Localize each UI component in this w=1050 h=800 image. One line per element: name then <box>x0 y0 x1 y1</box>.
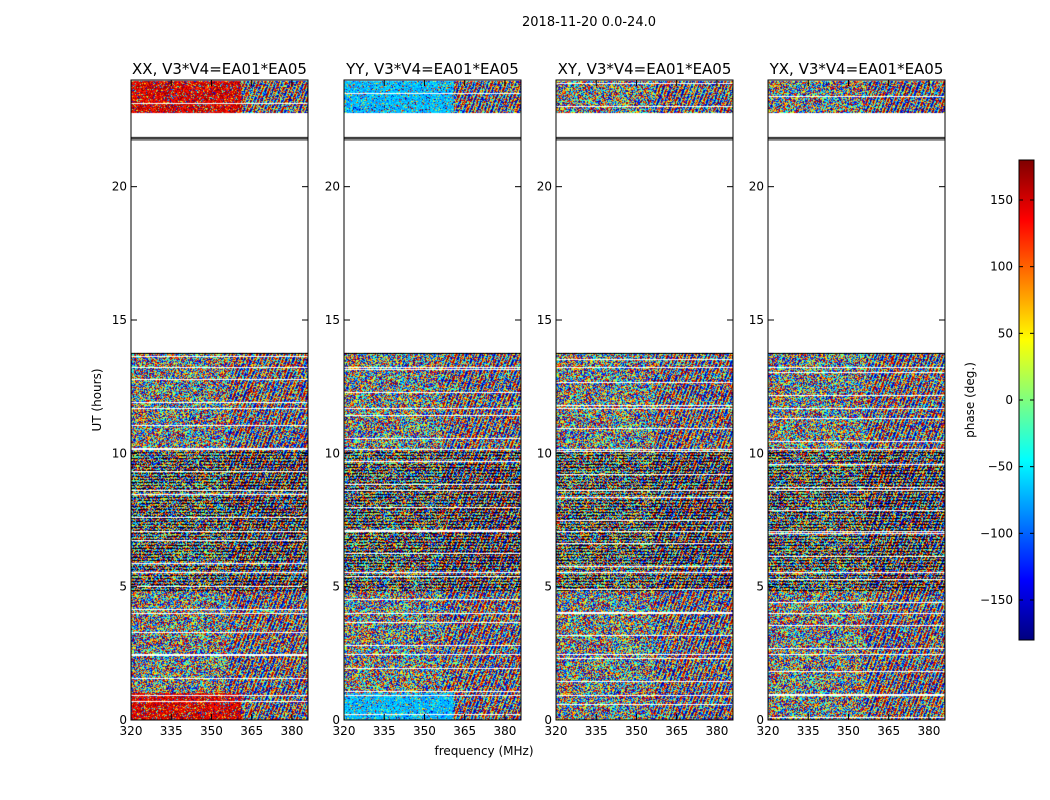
heatmap-image <box>344 80 521 720</box>
x-tick-label: 380 <box>280 724 303 738</box>
panel-4: YX, V3*V4=EA01*EA05 320 335 350 365 380 0 5 10 15… <box>749 60 946 738</box>
x-tick-label: 350 <box>837 724 860 738</box>
y-tick-label: 0 <box>332 713 340 727</box>
panel-title: YY, V3*V4=EA01*EA05 <box>345 60 519 78</box>
panels: XX, V3*V4=EA01*EA05 320 335 350 365 380 0 5 10 15… <box>112 60 946 738</box>
panel-2: YY, V3*V4=EA01*EA05 320 335 350 365 380 0 5 10 15… <box>325 60 522 738</box>
y-tick-label: 5 <box>756 580 764 594</box>
colorbar-tick-label: 0 <box>1005 393 1013 407</box>
x-tick-label: 350 <box>200 724 223 738</box>
x-tick-label: 320 <box>120 724 143 738</box>
panel-frame <box>130 79 309 721</box>
heatmap-image <box>768 80 945 720</box>
x-tick-label: 380 <box>705 724 728 738</box>
y-tick-label: 20 <box>112 180 127 194</box>
y-tick-label: 20 <box>325 180 340 194</box>
x-tick-label: 320 <box>333 724 356 738</box>
x-tick-label: 335 <box>160 724 183 738</box>
panel-frame <box>555 79 734 721</box>
x-axis-label: frequency (MHz) <box>434 744 533 758</box>
y-tick-label: 10 <box>749 446 764 460</box>
colorbar-tick-label: 50 <box>998 326 1013 340</box>
y-tick-label: 0 <box>756 713 764 727</box>
x-tick-label: 365 <box>665 724 688 738</box>
colorbar-tick-label: 100 <box>990 260 1013 274</box>
colorbar-label: phase (deg.) <box>963 362 977 438</box>
heatmap-image <box>131 80 308 720</box>
y-tick-label: 0 <box>544 713 552 727</box>
y-tick-label: 20 <box>537 180 552 194</box>
y-tick-label: 15 <box>112 313 127 327</box>
colorbar-tick-label: 150 <box>990 193 1013 207</box>
y-axis-label: UT (hours) <box>90 368 104 431</box>
panel-frame <box>767 79 946 721</box>
x-tick-label: 335 <box>797 724 820 738</box>
heatmap-image <box>556 80 733 720</box>
y-tick-label: 15 <box>325 313 340 327</box>
figure-suptitle: 2018-11-20 0.0-24.0 <box>522 15 656 30</box>
x-tick-label: 380 <box>493 724 516 738</box>
panel-frame <box>343 79 522 721</box>
x-tick-label: 365 <box>453 724 476 738</box>
panel-3: XY, V3*V4=EA01*EA05 320 335 350 365 380 0 5 10 15… <box>537 60 734 738</box>
panel-title: YX, V3*V4=EA01*EA05 <box>769 60 944 78</box>
panel-title: XY, V3*V4=EA01*EA05 <box>558 60 732 78</box>
y-tick-label: 0 <box>119 713 127 727</box>
y-tick-label: 5 <box>332 580 340 594</box>
colorbar-tick-label: −150 <box>980 593 1013 607</box>
y-tick-label: 15 <box>537 313 552 327</box>
x-tick-label: 350 <box>413 724 436 738</box>
x-tick-label: 350 <box>625 724 648 738</box>
x-tick-label: 335 <box>373 724 396 738</box>
colorbar-tick-label: −50 <box>988 460 1013 474</box>
x-tick-label: 380 <box>917 724 940 738</box>
x-tick-label: 365 <box>877 724 900 738</box>
x-tick-label: 335 <box>585 724 608 738</box>
x-tick-label: 320 <box>757 724 780 738</box>
panel-title: XX, V3*V4=EA01*EA05 <box>132 60 307 78</box>
y-tick-label: 10 <box>325 446 340 460</box>
colorbar-tick-label: −100 <box>980 526 1013 540</box>
colorbar: −150 −100 −50 0 50 100 150 <box>980 159 1035 641</box>
y-tick-label: 20 <box>749 180 764 194</box>
y-tick-label: 10 <box>112 446 127 460</box>
y-tick-label: 15 <box>749 313 764 327</box>
y-tick-label: 5 <box>544 580 552 594</box>
y-tick-label: 10 <box>537 446 552 460</box>
y-tick-label: 5 <box>119 580 127 594</box>
panel-1: XX, V3*V4=EA01*EA05 320 335 350 365 380 0 5 10 15… <box>112 60 309 738</box>
x-tick-label: 365 <box>240 724 263 738</box>
x-tick-label: 320 <box>545 724 568 738</box>
